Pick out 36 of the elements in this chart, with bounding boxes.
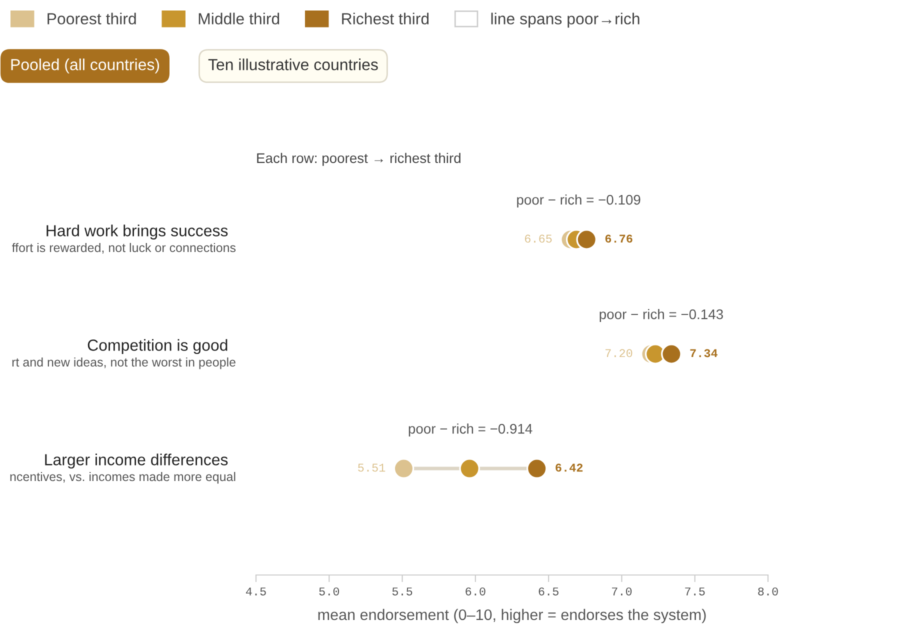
x-tick-label: 5.5 [392,588,412,596]
text: line spans poor→rich [491,12,640,28]
data-label: 7.20 [605,349,632,358]
annotation: poor − rich = −0.109 [517,194,640,208]
point [393,458,414,479]
data-label: 6.42 [556,464,583,472]
y-tick-label: Competition is good [88,339,228,354]
text: Ten illustrative countries [208,58,378,70]
data-label: 5.51 [358,464,386,472]
legend-label: Richest third [342,12,429,24]
data-label: 6.76 [605,234,632,243]
text: Each row: poorest → richest third [257,152,460,166]
data-label: 6.65 [524,234,552,243]
point [526,458,548,479]
text: ncentives, vs. incomes made more equal [10,472,236,484]
text: Pooled (all countries) [11,58,160,74]
x-axis-title: mean endorsement (0–10, higher = endorses the system) [318,608,706,624]
x-tick-label: 5.0 [319,587,340,596]
annotation: poor − rich = −0.914 [408,424,532,436]
data-label: 7.34 [690,349,718,358]
annotation: poor − rich = −0.143 [600,309,723,322]
x-tick-label: 6.0 [466,587,486,596]
x-tick-label: 4.5 [246,588,266,596]
x-tick-label: 7.5 [685,588,705,596]
y-tick-label: Larger income differences [45,454,228,469]
text: ffort is rewarded, not luck or connections [12,242,236,254]
legend-label: Middle third [198,12,280,24]
text: rt and new ideas, not the worst in people [12,357,236,370]
x-tick-label: 6.5 [538,587,558,596]
point [459,458,480,479]
legend-label: Poorest third [48,12,136,24]
point [576,229,598,250]
point [661,344,682,364]
x-tick-label: 8.0 [758,587,778,596]
y-tick-label: Hard work brings success [46,224,228,240]
x-tick-label: 7.0 [612,587,632,596]
